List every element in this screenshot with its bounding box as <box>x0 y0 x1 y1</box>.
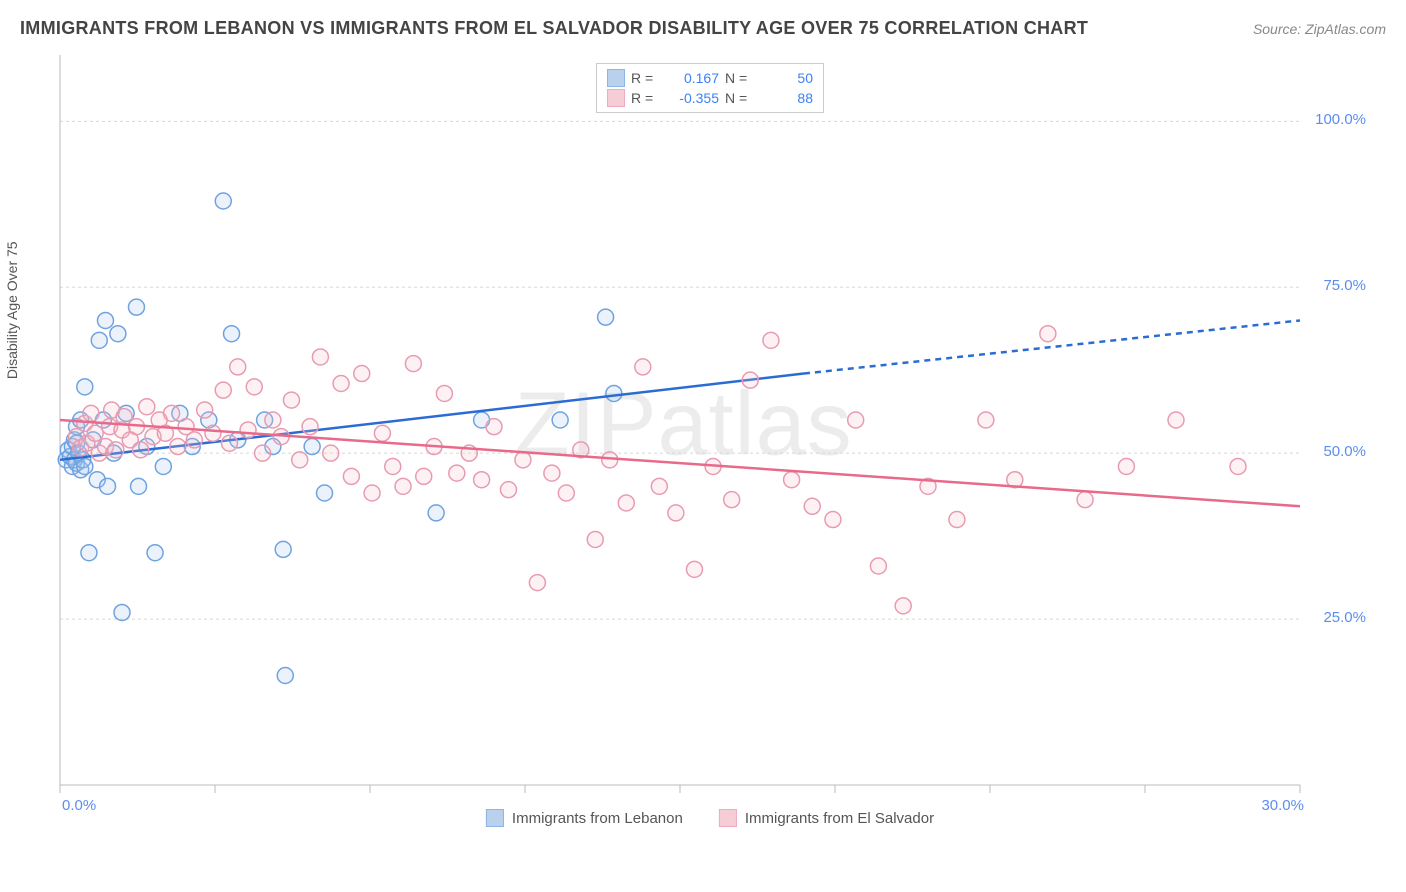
chart-header: IMMIGRANTS FROM LEBANON VS IMMIGRANTS FR… <box>20 18 1386 39</box>
chart-title: IMMIGRANTS FROM LEBANON VS IMMIGRANTS FR… <box>20 18 1088 39</box>
n-label: N = <box>725 90 753 106</box>
x-tick-label: 0.0% <box>62 797 96 814</box>
y-tick-label: 75.0% <box>1323 277 1366 294</box>
n-value-lebanon: 50 <box>759 70 813 86</box>
x-tick-label: 30.0% <box>1261 797 1304 814</box>
n-label: N = <box>725 70 753 86</box>
r-label: R = <box>631 70 659 86</box>
swatch-lebanon <box>486 809 504 827</box>
legend-row-elsalvador: R = -0.355 N = 88 <box>607 88 813 108</box>
scatter-plot <box>50 55 1370 825</box>
source-attribution: Source: ZipAtlas.com <box>1253 21 1386 37</box>
y-axis-label: Disability Age Over 75 <box>4 241 20 379</box>
series-legend: Immigrants from Lebanon Immigrants from … <box>486 809 934 827</box>
swatch-elsalvador <box>719 809 737 827</box>
legend-label-lebanon: Immigrants from Lebanon <box>512 810 683 827</box>
n-value-elsalvador: 88 <box>759 90 813 106</box>
legend-row-lebanon: R = 0.167 N = 50 <box>607 68 813 88</box>
y-tick-label: 100.0% <box>1315 111 1366 128</box>
correlation-legend: R = 0.167 N = 50 R = -0.355 N = 88 <box>596 63 824 113</box>
y-tick-label: 50.0% <box>1323 443 1366 460</box>
legend-item-lebanon: Immigrants from Lebanon <box>486 809 683 827</box>
legend-label-elsalvador: Immigrants from El Salvador <box>745 810 934 827</box>
swatch-elsalvador <box>607 89 625 107</box>
swatch-lebanon <box>607 69 625 87</box>
r-value-lebanon: 0.167 <box>665 70 719 86</box>
r-value-elsalvador: -0.355 <box>665 90 719 106</box>
legend-item-elsalvador: Immigrants from El Salvador <box>719 809 934 827</box>
r-label: R = <box>631 90 659 106</box>
y-tick-label: 25.0% <box>1323 609 1366 626</box>
chart-area: Disability Age Over 75 ZIPatlas R = 0.16… <box>50 55 1370 825</box>
